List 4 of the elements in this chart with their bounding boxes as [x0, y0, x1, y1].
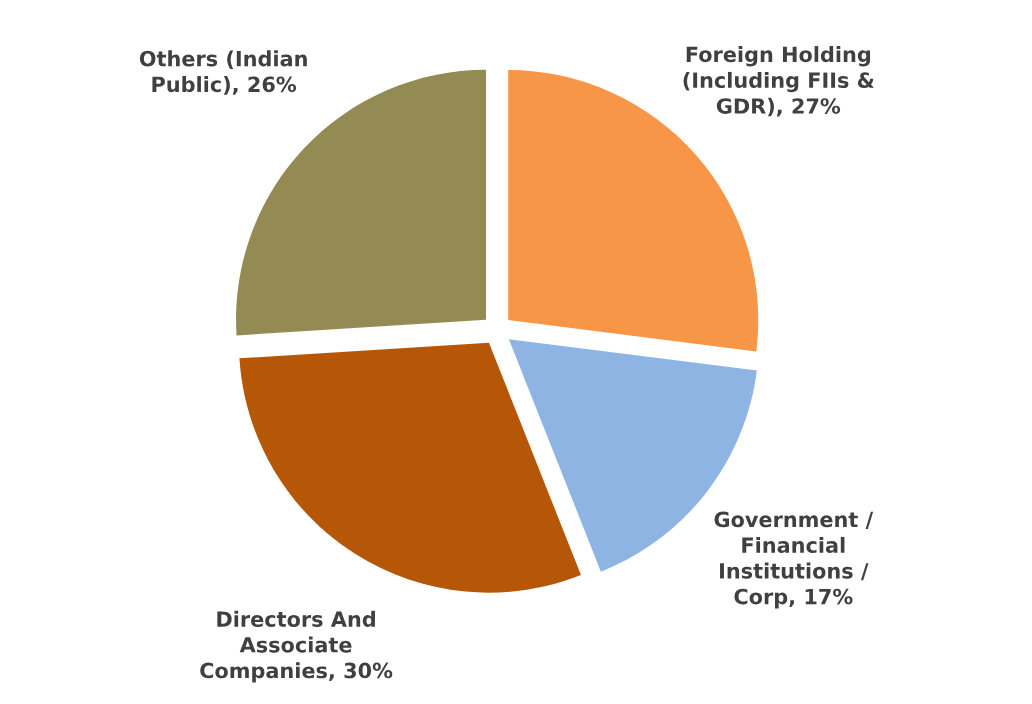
slice-label: Government / Financial Institutions / Corp, 17% [714, 511, 874, 609]
slice-label: Others (Indian Public), 26% [139, 50, 307, 95]
slice-label: Foreign Holding (Including FIIs & GDR), 27% [683, 46, 874, 117]
slice-label: Directors And Associate Companies, 30% [200, 610, 393, 683]
